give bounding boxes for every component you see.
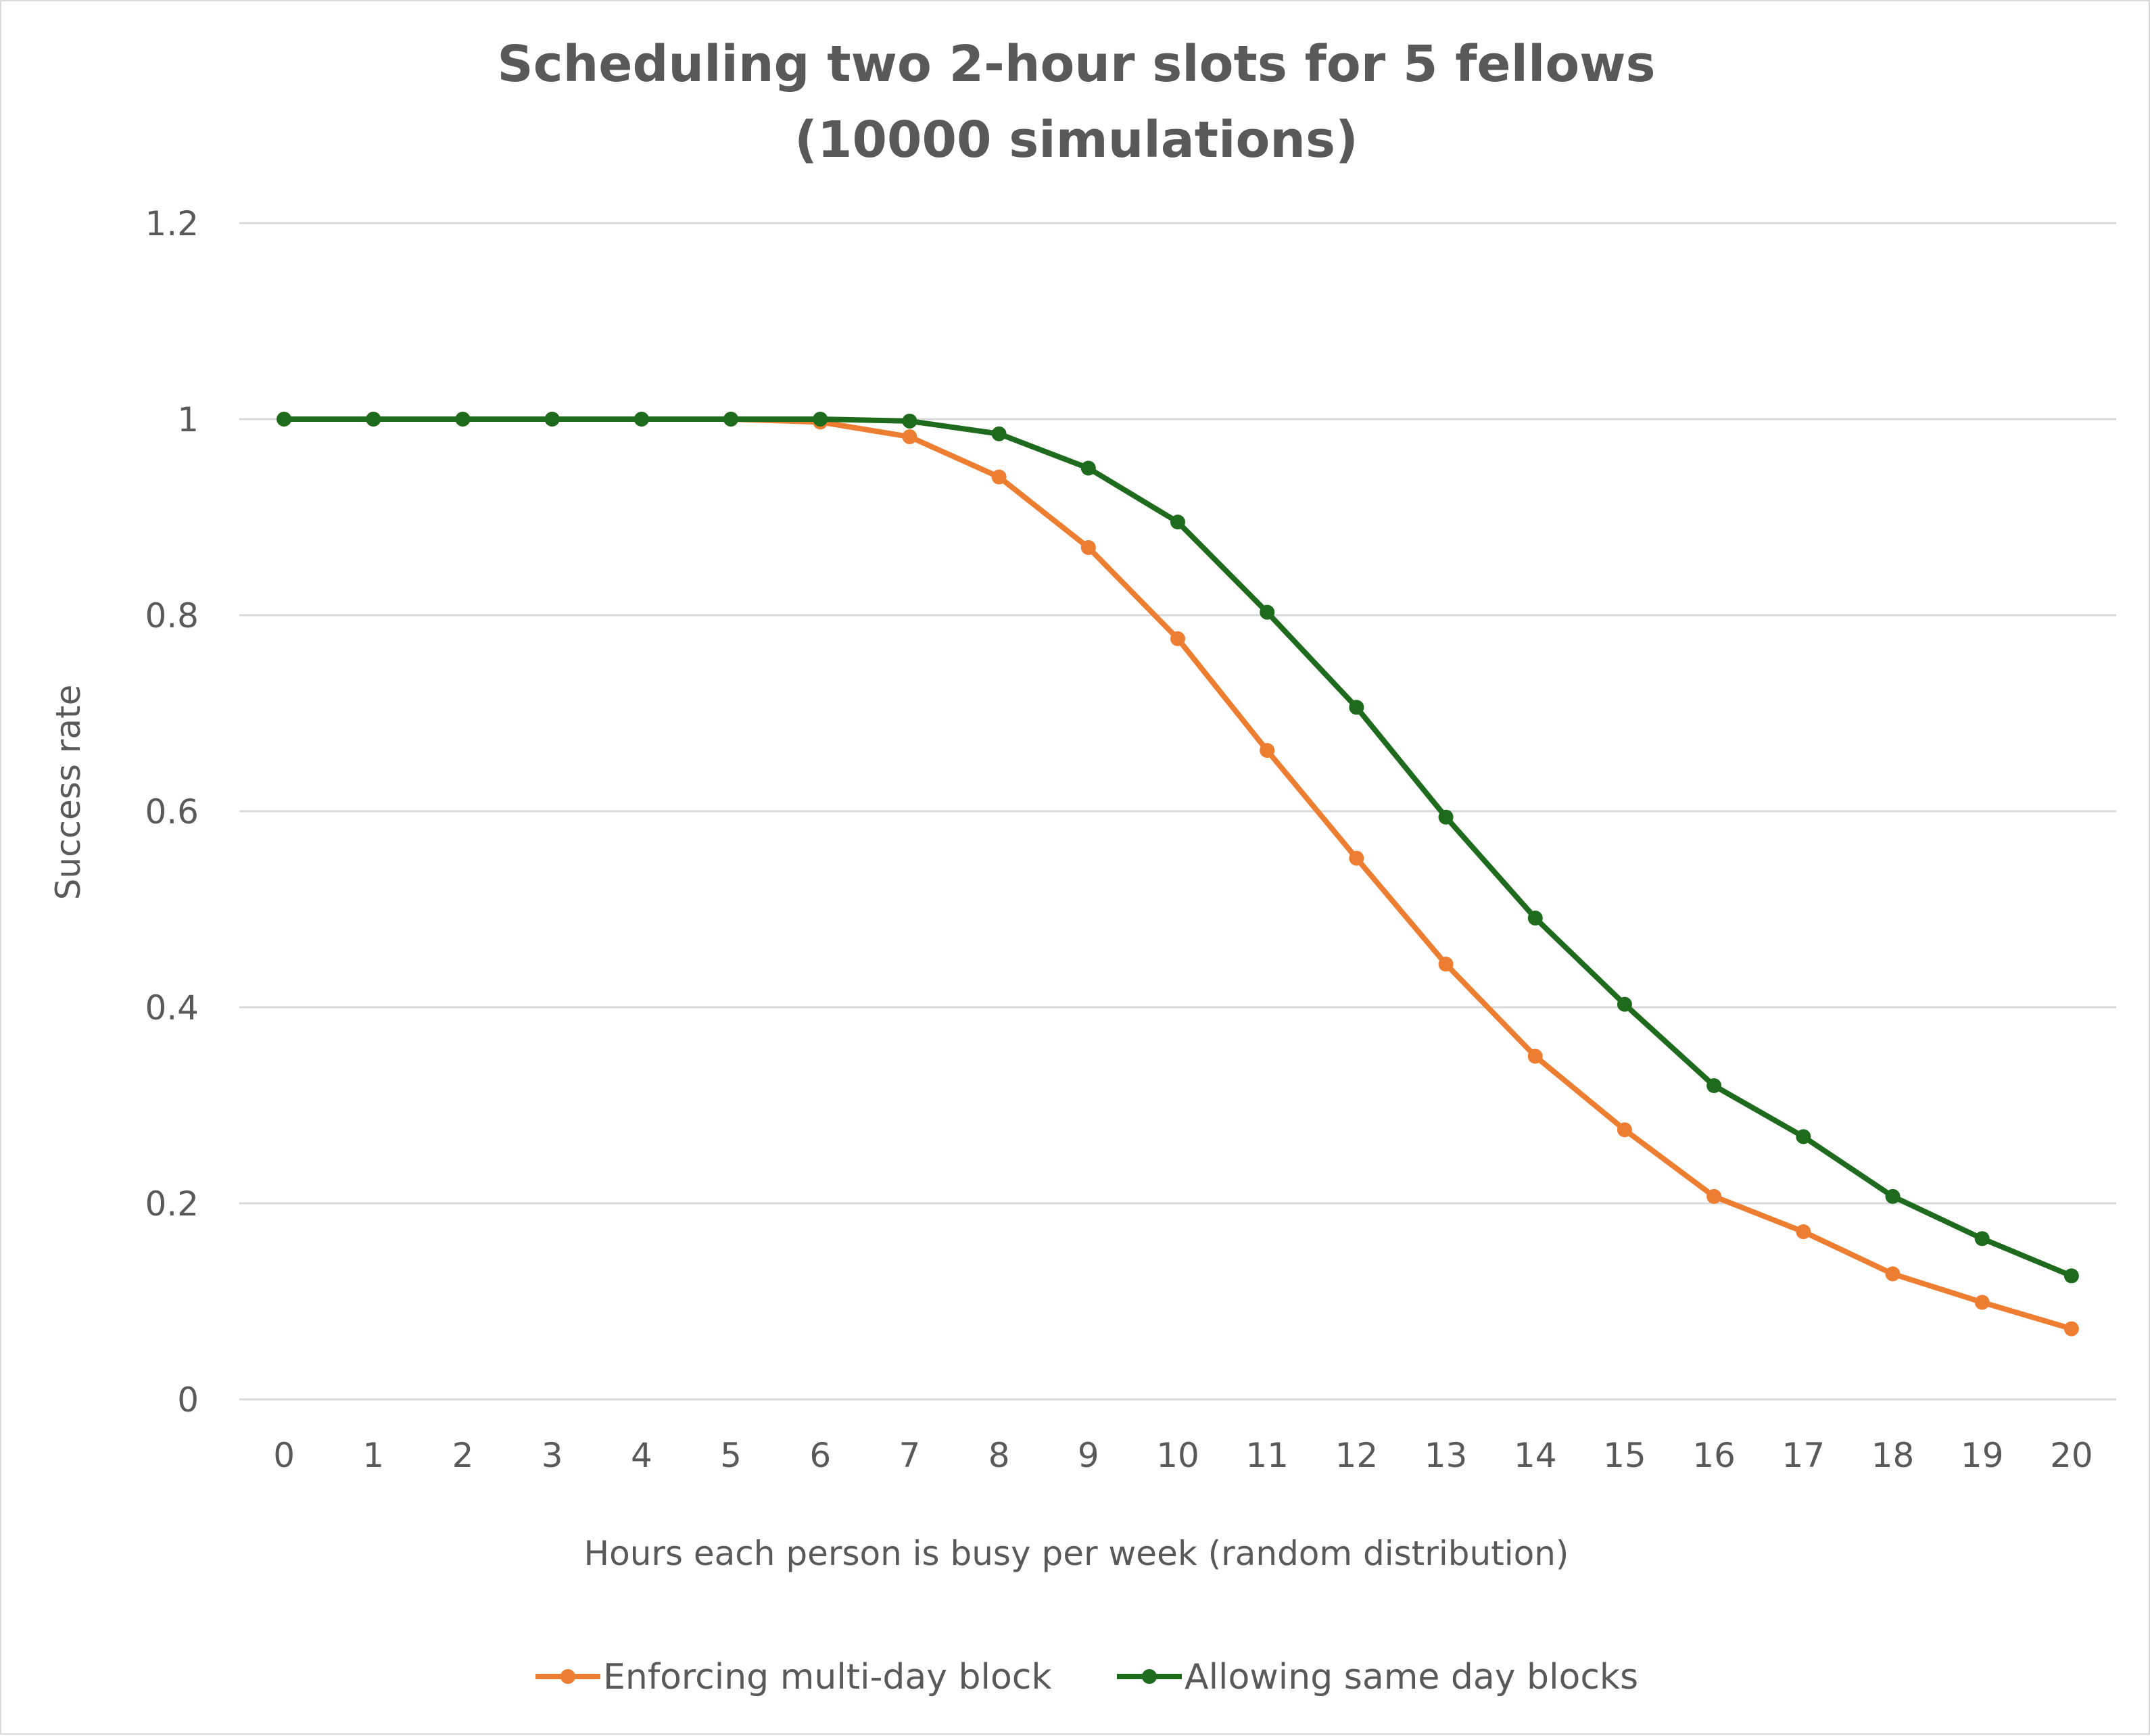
x-tick-label: 11 (1245, 1436, 1289, 1475)
legend-swatch-marker (1142, 1669, 1157, 1684)
x-axis-ticks: 0 1 2 3 4 5 6 7 8 9 10 11 12 13 14 15 16 17 18 19 20 (273, 1436, 2093, 1475)
x-tick-label: 5 (720, 1436, 742, 1475)
data-point (1706, 1188, 1722, 1204)
x-tick-label: 19 (1961, 1436, 2004, 1475)
data-point (634, 412, 649, 427)
x-tick-label: 9 (1078, 1436, 1099, 1475)
data-point (1349, 850, 1364, 866)
y-tick-label: 1 (177, 400, 199, 439)
x-tick-label: 4 (631, 1436, 652, 1475)
chart-subtitle: (10000 simulations) (794, 111, 1358, 169)
x-tick-label: 15 (1603, 1436, 1646, 1475)
x-tick-label: 10 (1156, 1436, 1199, 1475)
data-point (1796, 1129, 1811, 1144)
series-1 (277, 412, 2079, 1336)
x-tick-label: 17 (1782, 1436, 1825, 1475)
data-point (813, 412, 828, 427)
y-tick-label: 0.4 (145, 988, 199, 1028)
x-tick-label: 13 (1425, 1436, 1468, 1475)
x-tick-label: 7 (899, 1436, 921, 1475)
gridlines (239, 222, 2116, 1401)
data-point (277, 412, 292, 427)
series-layer (277, 412, 2079, 1336)
data-point (902, 429, 917, 445)
data-point (1170, 631, 1185, 646)
x-tick-label: 1 (362, 1436, 384, 1475)
y-tick-label: 1.2 (145, 204, 199, 243)
y-tick-label: 0.8 (145, 596, 199, 635)
data-point (1796, 1224, 1811, 1240)
data-point (991, 426, 1007, 441)
x-tick-label: 14 (1514, 1436, 1557, 1475)
data-point (1706, 1078, 1722, 1093)
data-point (455, 412, 471, 427)
data-point (1974, 1295, 1990, 1310)
chart-title-group: Scheduling two 2-hour slots for 5 fellow… (497, 35, 1655, 169)
legend-item: Enforcing multi-day block (535, 1657, 1052, 1697)
data-point (2063, 1268, 2079, 1284)
data-point (2063, 1321, 2079, 1336)
data-point (1974, 1231, 1990, 1247)
legend-label: Enforcing multi-day block (603, 1657, 1052, 1697)
data-point (1885, 1266, 1901, 1282)
x-tick-label: 2 (452, 1436, 474, 1475)
data-point (902, 413, 917, 429)
data-point (1170, 514, 1185, 530)
legend: Enforcing multi-day block Allowing same d… (535, 1657, 1638, 1697)
y-tick-label: 0.2 (145, 1184, 199, 1224)
series-line (281, 416, 2074, 1332)
data-point (1349, 700, 1364, 715)
data-point (544, 412, 560, 427)
data-point (1527, 1048, 1543, 1064)
data-point (1080, 539, 1096, 555)
chart-title: Scheduling two 2-hour slots for 5 fellow… (497, 35, 1655, 93)
data-point (1438, 957, 1454, 972)
data-point (1260, 743, 1275, 758)
data-point (991, 469, 1007, 485)
data-point (1527, 911, 1543, 926)
x-tick-label: 8 (988, 1436, 1010, 1475)
x-axis-title: Hours each person is busy per week (rand… (584, 1534, 1569, 1573)
data-point (1617, 1122, 1632, 1138)
x-tick-label: 3 (542, 1436, 563, 1475)
data-point (366, 412, 381, 427)
x-tick-label: 16 (1692, 1436, 1736, 1475)
data-point (1438, 809, 1454, 825)
data-point (1260, 604, 1275, 620)
x-tick-label: 6 (809, 1436, 831, 1475)
x-tick-label: 0 (273, 1436, 295, 1475)
x-tick-label: 20 (2050, 1436, 2093, 1475)
y-axis-title: Success rate (49, 685, 88, 900)
series-line (281, 416, 2074, 1279)
data-point (723, 412, 739, 427)
series-2 (277, 412, 2079, 1284)
legend-label: Allowing same day blocks (1185, 1657, 1638, 1697)
data-point (1885, 1188, 1901, 1204)
data-point (1080, 460, 1096, 476)
x-tick-label: 18 (1871, 1436, 1915, 1475)
y-tick-label: 0 (177, 1380, 199, 1420)
data-point (1617, 996, 1632, 1012)
legend-swatch-marker (560, 1669, 575, 1684)
y-axis-ticks: 0 0.2 0.4 0.6 0.8 1 1.2 (145, 204, 199, 1420)
x-tick-label: 12 (1335, 1436, 1379, 1475)
legend-item: Allowing same day blocks (1117, 1657, 1638, 1697)
y-tick-label: 0.6 (145, 792, 199, 831)
